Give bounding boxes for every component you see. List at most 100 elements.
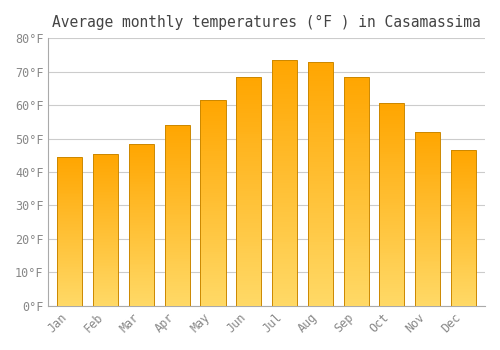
Bar <box>200 285 226 287</box>
Bar <box>93 161 118 163</box>
Bar <box>93 246 118 248</box>
Bar <box>236 77 262 79</box>
Bar <box>164 125 190 127</box>
Bar <box>451 211 476 212</box>
Bar <box>380 257 404 259</box>
Bar <box>164 152 190 154</box>
Bar <box>58 257 82 258</box>
Bar <box>415 219 440 220</box>
Bar <box>272 271 297 274</box>
Bar <box>272 124 297 126</box>
Bar <box>380 105 404 107</box>
Bar <box>58 294 82 295</box>
Bar <box>344 239 368 241</box>
Bar <box>236 201 262 203</box>
Bar <box>164 158 190 160</box>
Bar <box>129 303 154 304</box>
Bar <box>308 181 333 184</box>
Bar <box>58 211 82 212</box>
Bar <box>164 188 190 190</box>
Bar <box>164 129 190 131</box>
Bar <box>415 259 440 261</box>
Bar <box>93 228 118 230</box>
Bar <box>129 212 154 213</box>
Bar <box>308 122 333 125</box>
Bar <box>415 214 440 215</box>
Bar <box>380 273 404 275</box>
Bar <box>380 158 404 160</box>
Bar <box>58 267 82 268</box>
Bar <box>200 222 226 224</box>
Bar <box>58 284 82 285</box>
Bar <box>308 203 333 206</box>
Bar <box>164 161 190 163</box>
Bar <box>129 236 154 238</box>
Bar <box>415 147 440 149</box>
Bar <box>129 289 154 291</box>
Bar <box>344 77 368 306</box>
Bar <box>164 138 190 140</box>
Bar <box>164 141 190 143</box>
Bar <box>415 181 440 182</box>
Bar <box>344 170 368 173</box>
Bar <box>200 215 226 217</box>
Bar <box>236 88 262 90</box>
Bar <box>451 247 476 248</box>
Bar <box>200 295 226 298</box>
Bar <box>93 297 118 298</box>
Bar <box>129 259 154 260</box>
Bar <box>451 214 476 216</box>
Bar <box>58 243 82 245</box>
Bar <box>344 232 368 235</box>
Bar <box>380 265 404 267</box>
Bar <box>164 235 190 237</box>
Bar <box>308 245 333 247</box>
Bar <box>236 99 262 102</box>
Bar <box>236 265 262 267</box>
Bar <box>164 170 190 172</box>
Bar <box>308 232 333 235</box>
Bar <box>451 192 476 194</box>
Bar <box>129 202 154 204</box>
Bar <box>93 180 118 181</box>
Bar <box>344 191 368 194</box>
Bar <box>58 280 82 282</box>
Bar <box>308 230 333 232</box>
Bar <box>200 137 226 139</box>
Bar <box>344 219 368 221</box>
Bar <box>164 203 190 205</box>
Bar <box>58 251 82 252</box>
Bar <box>451 188 476 189</box>
Bar <box>415 144 440 146</box>
Bar <box>93 217 118 219</box>
Bar <box>200 147 226 149</box>
Bar <box>380 182 404 184</box>
Bar <box>380 255 404 257</box>
Bar <box>308 91 333 93</box>
Bar <box>200 152 226 154</box>
Bar <box>129 272 154 273</box>
Bar <box>200 236 226 238</box>
Bar <box>308 115 333 118</box>
Bar <box>451 161 476 163</box>
Bar <box>164 295 190 297</box>
Bar <box>58 206 82 208</box>
Bar <box>415 245 440 247</box>
Bar <box>58 218 82 219</box>
Bar <box>415 297 440 299</box>
Bar <box>58 248 82 249</box>
Bar <box>93 230 118 231</box>
Bar <box>308 172 333 174</box>
Bar <box>236 170 262 173</box>
Bar <box>308 147 333 149</box>
Bar <box>272 102 297 104</box>
Bar <box>93 192 118 193</box>
Bar <box>451 259 476 261</box>
Bar <box>93 210 118 211</box>
Bar <box>380 172 404 174</box>
Bar <box>415 233 440 234</box>
Bar <box>236 159 262 161</box>
Bar <box>58 239 82 240</box>
Bar <box>272 225 297 227</box>
Bar <box>344 253 368 255</box>
